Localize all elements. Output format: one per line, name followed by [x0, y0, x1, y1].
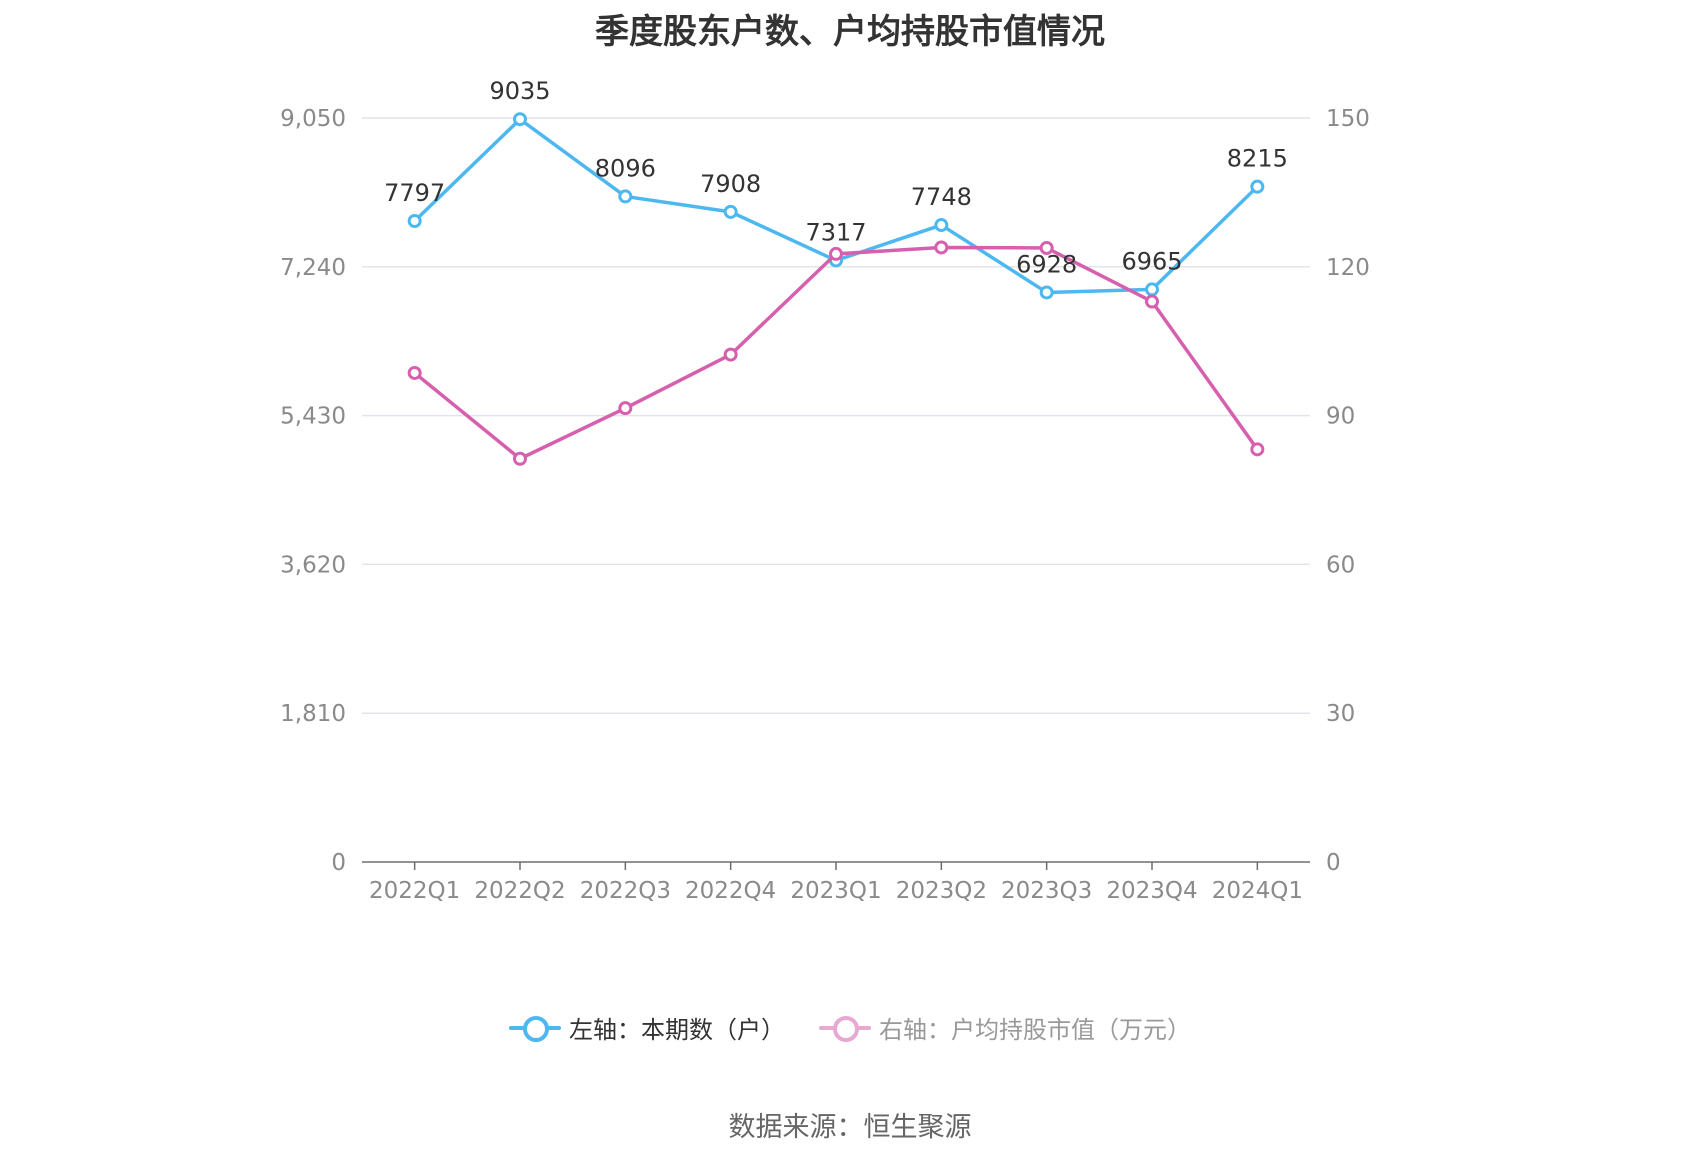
- data-point-avg-holding-value: [1145, 294, 1159, 309]
- series-layer: [407, 112, 1265, 466]
- legend: 左轴：本期数（户） 右轴：户均持股市值（万元）: [0, 1010, 1700, 1045]
- data-point-shareholder-count: [934, 218, 949, 233]
- y-right-tick-label: 0: [1326, 850, 1341, 876]
- x-tick-label: 2023Q3: [1001, 878, 1092, 904]
- x-tick-label: 2022Q2: [474, 878, 565, 904]
- x-tick-label: 2022Q4: [685, 878, 776, 904]
- y-right-tick-label: 120: [1326, 255, 1370, 281]
- y-right-tick-label: 90: [1326, 404, 1355, 430]
- y-left-tick-label: 0: [331, 850, 346, 876]
- data-point-shareholder-count: [1250, 179, 1265, 194]
- data-point-shareholder-count: [1039, 285, 1054, 300]
- y-left-tick-label: 3,620: [280, 552, 346, 578]
- data-label-shareholder-count: 8096: [595, 154, 656, 182]
- data-point-avg-holding-value: [513, 451, 527, 466]
- legend-label-right: 右轴：户均持股市值（万元）: [879, 1016, 1191, 1044]
- data-label-shareholder-count: 7748: [911, 183, 972, 211]
- legend-circle-right: [833, 1015, 859, 1042]
- series-line-avg-holding-value: [413, 245, 1259, 461]
- data-point-shareholder-count: [513, 112, 527, 127]
- y-right-tick-label: 150: [1326, 106, 1370, 132]
- axis-layer: 0 0 1,810 30 3,620 60 5,430 90 7,240 120 9,050 150 2…: [280, 106, 1370, 904]
- data-source: 数据来源：恒生聚源: [728, 1112, 972, 1143]
- x-tick-label: 2024Q1: [1212, 878, 1303, 904]
- data-point-avg-holding-value: [407, 365, 422, 380]
- data-point-avg-holding-value: [934, 240, 949, 255]
- data-point-shareholder-count: [1145, 282, 1159, 297]
- y-right-tick-label: 60: [1326, 552, 1355, 578]
- y-right-tick-label: 30: [1326, 701, 1355, 727]
- y-left-tick-label: 5,430: [280, 404, 346, 430]
- data-point-avg-holding-value: [829, 246, 843, 261]
- x-tick-label: 2023Q2: [896, 878, 987, 904]
- data-point-avg-holding-value: [1250, 442, 1265, 457]
- y-left-tick-label: 1,810: [280, 701, 346, 727]
- data-point-avg-holding-value: [618, 401, 633, 416]
- x-tick-label: 2023Q4: [1106, 878, 1197, 904]
- grid-layer: [362, 117, 1310, 714]
- data-label-shareholder-count: 7317: [805, 218, 866, 246]
- data-label-shareholder-count: 6928: [1016, 250, 1077, 278]
- y-left-tick-label: 9,050: [280, 106, 346, 132]
- legend-line-circle-icon-right: [819, 1014, 871, 1042]
- data-point-avg-holding-value: [723, 347, 738, 362]
- label-layer: 7797 9035 8096 7908 7317 7748 6928 6965 8215: [384, 77, 1288, 278]
- chart-title: 季度股东户数、户均持股市值情况: [595, 12, 1105, 52]
- x-tick-label: 2022Q1: [369, 878, 460, 904]
- legend-label-left: 左轴：本期数（户）: [569, 1016, 785, 1044]
- x-tick-label: 2023Q1: [790, 878, 881, 904]
- data-label-shareholder-count: 8215: [1227, 145, 1288, 173]
- legend-item-right-axis[interactable]: 右轴：户均持股市值（万元）: [819, 1010, 1191, 1045]
- data-label-shareholder-count: 6965: [1121, 247, 1182, 275]
- data-point-shareholder-count: [618, 189, 633, 204]
- y-left-tick-label: 7,240: [280, 255, 346, 281]
- data-point-shareholder-count: [407, 214, 422, 229]
- x-tick-label: 2022Q3: [580, 878, 671, 904]
- data-label-shareholder-count: 7908: [700, 170, 761, 198]
- legend-item-left-axis[interactable]: 左轴：本期数（户）: [509, 1010, 785, 1045]
- data-point-shareholder-count: [723, 204, 738, 219]
- legend-line-circle-icon-left: [509, 1014, 561, 1042]
- data-label-shareholder-count: 7797: [384, 179, 445, 207]
- data-label-shareholder-count: 9035: [489, 77, 550, 105]
- legend-circle-left: [523, 1015, 549, 1042]
- data-point-avg-holding-value: [1039, 240, 1054, 255]
